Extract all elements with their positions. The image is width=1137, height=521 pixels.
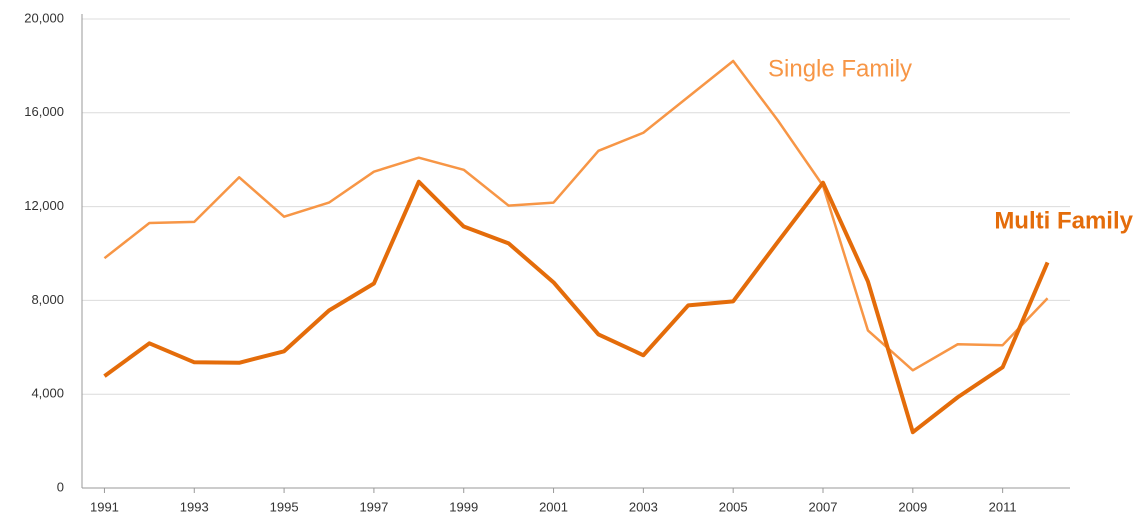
x-tick-label: 1991 xyxy=(90,499,119,514)
x-tick-label: 2007 xyxy=(809,499,838,514)
x-tick-label: 1995 xyxy=(270,499,299,514)
x-tick-label: 2003 xyxy=(629,499,658,514)
x-tick-label: 1993 xyxy=(180,499,209,514)
x-tick-label: 1999 xyxy=(449,499,478,514)
x-tick-label: 2011 xyxy=(989,499,1017,514)
series-label: Multi Family xyxy=(994,207,1133,234)
x-tick-label: 2005 xyxy=(719,499,748,514)
x-tick-label: 2009 xyxy=(898,499,927,514)
y-tick-label: 8,000 xyxy=(31,292,64,307)
y-tick-label: 16,000 xyxy=(24,104,64,119)
series-line xyxy=(103,59,1049,372)
x-tick-label: 1997 xyxy=(359,499,388,514)
y-tick-label: 4,000 xyxy=(31,386,64,401)
series-line xyxy=(103,179,1050,435)
x-tick-label: 2001 xyxy=(539,499,568,514)
y-tick-label: 0 xyxy=(57,479,64,494)
y-tick-label: 20,000 xyxy=(24,10,64,25)
series-label: Single Family xyxy=(768,55,912,82)
y-tick-label: 12,000 xyxy=(24,198,64,213)
